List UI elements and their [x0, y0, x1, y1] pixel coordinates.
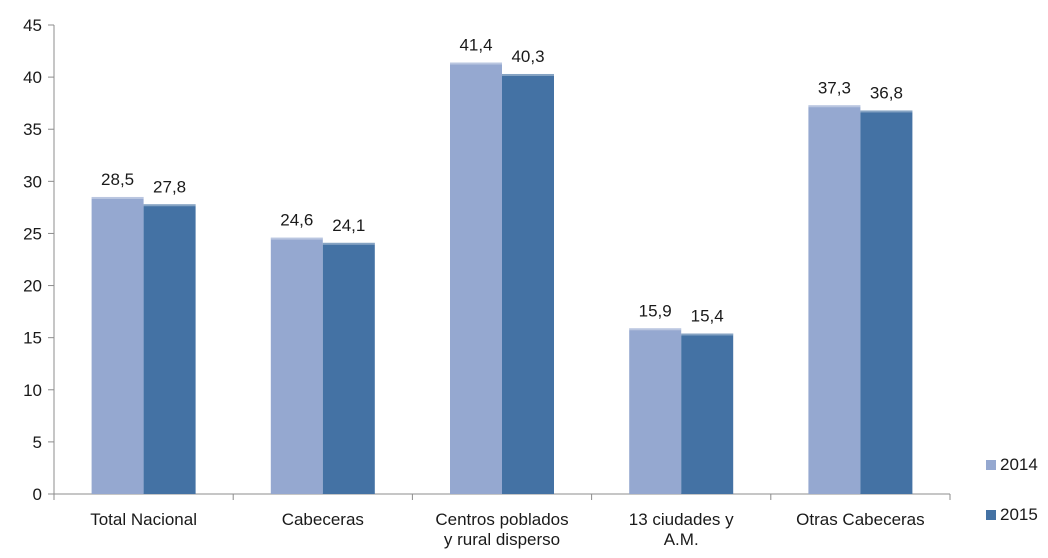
- bar-highlight: [270, 237, 323, 240]
- bar-2015: [860, 110, 913, 494]
- bar-2014: [808, 105, 861, 495]
- bar-highlight: [143, 204, 196, 207]
- data-label: 28,5: [101, 170, 134, 189]
- legend: 2014 2015: [986, 455, 1038, 524]
- y-tick-label: 25: [23, 224, 42, 243]
- axes: 0 5 10 15 20 25 30 35 40 45 Total Nacional Cabecera…: [23, 16, 951, 549]
- data-label: 24,1: [332, 216, 365, 235]
- bar-highlight: [322, 242, 375, 245]
- data-label: 41,4: [459, 36, 492, 55]
- data-label: 40,3: [511, 47, 544, 66]
- y-tick-label: 35: [23, 120, 42, 139]
- bars: [91, 62, 913, 495]
- y-tick-label: 10: [23, 381, 42, 400]
- bar-2014: [91, 196, 144, 494]
- legend-swatch: [986, 510, 996, 520]
- bar-2015: [502, 73, 554, 495]
- bar-2014: [270, 237, 323, 494]
- x-category-label: Total Nacional: [90, 510, 197, 529]
- bar-2015: [143, 204, 196, 495]
- bar-highlight: [808, 105, 861, 108]
- x-category-label: y rural disperso: [444, 530, 560, 549]
- data-label: 37,3: [818, 78, 851, 97]
- y-tick-label: 45: [23, 16, 42, 35]
- bar-highlight: [629, 328, 682, 331]
- bar-highlight: [450, 62, 502, 65]
- y-tick-label: 15: [23, 329, 42, 348]
- data-labels: 28,5 24,6 41,4 15,9 37,3 27,8 24,1 40,3 15,4 36,8: [101, 36, 903, 326]
- bar-highlight: [681, 333, 734, 336]
- bar-2014: [450, 62, 502, 495]
- x-category-label: Centros poblados: [435, 510, 568, 529]
- bar-2014: [629, 328, 682, 494]
- data-label: 36,8: [870, 83, 903, 102]
- bar-highlight: [860, 110, 913, 113]
- bar-highlight: [91, 196, 144, 199]
- bar-2015: [322, 242, 375, 494]
- data-label: 15,4: [691, 306, 724, 325]
- legend-label: 2014: [1000, 455, 1038, 474]
- x-category-label: A.M.: [664, 530, 699, 549]
- bar-2015: [681, 333, 734, 494]
- x-category-label: Cabeceras: [282, 510, 364, 529]
- y-tick-label: 30: [23, 172, 42, 191]
- y-tick-label: 0: [33, 485, 42, 504]
- data-label: 15,9: [639, 301, 672, 320]
- data-label: 27,8: [153, 177, 186, 196]
- y-tick-label: 20: [23, 277, 42, 296]
- bar-highlight: [502, 73, 554, 76]
- y-tick-label: 40: [23, 68, 42, 87]
- legend-label: 2015: [1000, 505, 1038, 524]
- x-category-label: Otras Cabeceras: [796, 510, 925, 529]
- x-category-label: 13 ciudades y: [629, 510, 734, 529]
- legend-swatch: [986, 460, 996, 470]
- y-tick-label: 5: [33, 433, 42, 452]
- data-label: 24,6: [280, 211, 313, 230]
